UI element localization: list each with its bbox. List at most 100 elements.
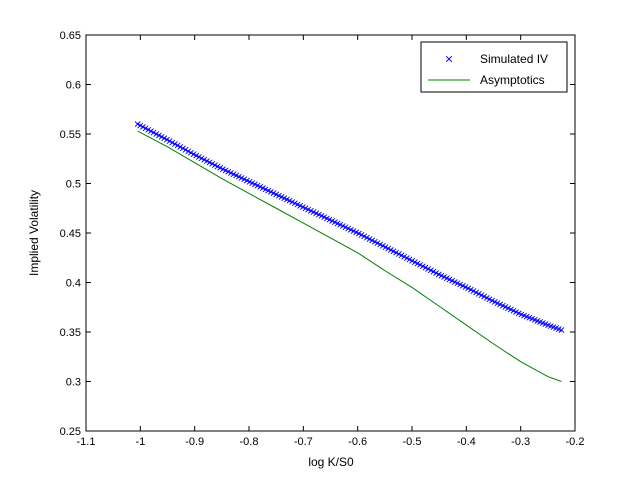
asymptotics-line [137,130,562,382]
marker-stroke [513,309,520,315]
x-tick-label: -0.2 [566,436,585,448]
x-tick-label: -0.3 [511,436,530,448]
y-tick-label: 0.65 [60,30,81,42]
marker-stroke [398,252,405,259]
marker-stroke [473,289,480,296]
marker-stroke [409,257,416,264]
simulated-iv-point [177,143,184,150]
marker-stroke [510,307,517,314]
marker-stroke [369,237,376,244]
marker-stroke [481,293,488,300]
marker-stroke [377,241,384,248]
marker-stroke [249,180,256,186]
marker-stroke [142,125,149,132]
marker-stroke [166,138,173,145]
marker-stroke [427,267,434,274]
marker-stroke [156,132,162,139]
marker-stroke [382,244,389,251]
marker-stroke [270,190,277,197]
marker-stroke [491,298,498,305]
simulated-iv-point [188,149,194,156]
x-tick-label: -0.9 [185,436,204,448]
marker-stroke [318,212,325,219]
marker-stroke [246,178,253,185]
marker-stroke [331,219,338,226]
marker-stroke [294,201,301,208]
marker-stroke [502,304,509,310]
axis-ticks: -1.1 -1 -0.9 -0.8 -0.7 -0.6 -0.5 -0.4 -0.3 -0.2 0.… [60,30,585,448]
axes-frame [85,34,576,432]
marker-stroke [188,149,194,156]
marker-stroke [209,160,216,167]
marker-stroke [211,162,218,169]
marker-stroke [153,131,160,137]
marker-stroke [206,159,213,166]
marker-stroke [182,146,189,153]
marker-stroke [339,223,346,229]
marker-stroke [475,290,482,297]
marker-stroke [235,173,242,180]
marker-stroke [494,300,501,307]
marker-stroke [406,256,413,263]
marker-stroke [355,230,362,237]
marker-stroke [299,204,306,210]
legend-marker-simulated-iv [445,55,453,63]
marker-stroke [161,135,168,142]
marker-stroke [478,292,485,299]
marker-stroke [534,317,541,324]
marker-stroke [395,251,402,257]
y-tick-label: 0.55 [60,129,81,141]
marker-stroke [547,323,554,330]
marker-stroke [401,253,408,260]
marker-stroke [545,322,552,329]
marker-stroke [451,279,458,285]
marker-stroke [214,163,221,170]
x-tick-label: -1 [135,436,145,448]
marker-stroke [539,320,546,326]
marker-stroke [411,259,418,266]
marker-stroke [430,268,437,275]
marker-stroke [449,277,456,284]
marker-stroke [243,177,250,184]
marker-stroke [283,196,290,203]
marker-stroke [403,255,410,261]
marker-stroke [435,271,442,278]
legend: Simulated IV Asymptotics [420,41,568,93]
marker-stroke [523,313,530,320]
simulated-iv-point [172,141,178,147]
marker-stroke [486,296,493,303]
marker-stroke [390,248,397,255]
marker-stroke [227,170,234,176]
marker-stroke [505,305,512,312]
marker-stroke [225,168,232,175]
marker-stroke [172,141,178,147]
marker-stroke [361,233,368,240]
marker-stroke [483,294,490,301]
marker-stroke [345,225,352,232]
x-tick-label: -0.8 [240,436,259,448]
marker-stroke [281,195,288,202]
marker-stroke [521,312,528,319]
marker-stroke [185,148,192,155]
marker-stroke [315,211,322,218]
marker-stroke [310,209,317,216]
marker-stroke [180,145,186,152]
y-tick-label: 0.25 [60,426,81,438]
x-tick-label: -0.7 [294,436,313,448]
marker-stroke [414,260,421,267]
y-axis-label: Implied Volatility [27,190,41,276]
marker-stroke [291,200,298,207]
marker-stroke [305,206,312,213]
simulated-iv-point [182,146,189,153]
legend-label-simulated-iv: Simulated IV [480,52,548,66]
marker-stroke [329,218,336,224]
marker-stroke [358,232,365,238]
marker-stroke [366,236,373,242]
y-tick-label: 0.3 [66,377,81,389]
marker-stroke [321,214,328,221]
marker-stroke [267,188,274,195]
marker-stroke [177,143,184,150]
marker-stroke [259,185,266,192]
marker-stroke [238,175,245,181]
marker-stroke [497,301,504,308]
